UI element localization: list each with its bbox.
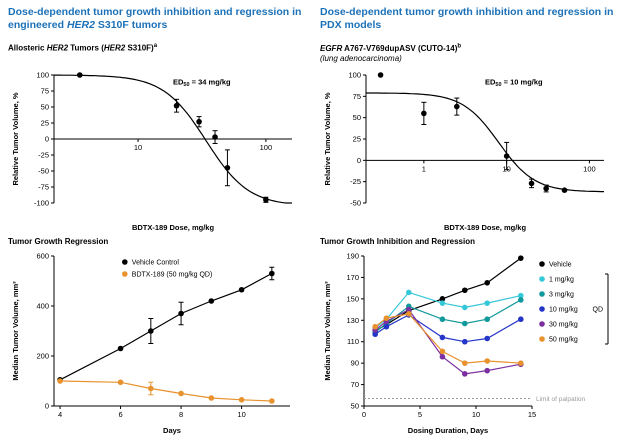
svg-text:Vehicle Control: Vehicle Control bbox=[132, 260, 180, 267]
right-heading: Dose-dependent tumor growth inhibition a… bbox=[320, 6, 614, 32]
svg-text:Limit of palpation: Limit of palpation bbox=[536, 396, 586, 403]
svg-text:50: 50 bbox=[351, 402, 359, 411]
svg-text:BDTX-189 Dose, mg/kg: BDTX-189 Dose, mg/kg bbox=[444, 223, 527, 232]
svg-text:ED50 = 34 mg/kg: ED50 = 34 mg/kg bbox=[173, 78, 231, 89]
svg-text:15: 15 bbox=[528, 410, 536, 419]
svg-text:Median Tumor Volume, mm³: Median Tumor Volume, mm³ bbox=[11, 281, 20, 381]
svg-text:150: 150 bbox=[346, 294, 359, 303]
svg-text:190: 190 bbox=[346, 252, 359, 261]
svg-text:5: 5 bbox=[418, 410, 422, 419]
left-subtitle-footnote-marker: a bbox=[153, 43, 158, 49]
svg-text:10 mg/kg: 10 mg/kg bbox=[549, 307, 578, 314]
svg-text:100: 100 bbox=[260, 143, 273, 152]
svg-text:1: 1 bbox=[422, 164, 426, 173]
svg-text:100: 100 bbox=[583, 164, 596, 173]
svg-text:0: 0 bbox=[45, 402, 49, 411]
svg-text:1 mg/kg: 1 mg/kg bbox=[549, 277, 574, 284]
svg-text:0: 0 bbox=[357, 156, 361, 165]
chart-tumor-growth-regression: 0 200 400 600 4 6 8 10 Days Median Tumor Volume, … bbox=[11, 252, 290, 435]
svg-text:Dosing Duration, Days: Dosing Duration, Days bbox=[408, 426, 488, 435]
left-column: Dose-dependent tumor growth inhibition a… bbox=[8, 6, 304, 436]
left-heading-post: S310F tumors bbox=[94, 19, 168, 32]
svg-text:110: 110 bbox=[347, 337, 359, 346]
svg-text:10: 10 bbox=[134, 143, 142, 152]
svg-text:-100: -100 bbox=[34, 199, 49, 208]
right-column: Dose-dependent tumor growth inhibition a… bbox=[320, 6, 624, 436]
svg-text:QD: QD bbox=[593, 307, 604, 314]
left-heading-pre: Dose-dependent tumor growth inhibition a… bbox=[8, 6, 302, 32]
svg-text:Vehicle: Vehicle bbox=[549, 262, 572, 269]
svg-text:Relative Tumor Volume, %: Relative Tumor Volume, % bbox=[323, 92, 332, 185]
svg-text:50: 50 bbox=[353, 113, 361, 122]
svg-text:25: 25 bbox=[41, 119, 49, 128]
svg-text:-50: -50 bbox=[350, 199, 361, 208]
left-subtitle: Allosteric HER2 Tumors (HER2 S310F)a bbox=[8, 43, 304, 65]
svg-text:10: 10 bbox=[237, 410, 245, 419]
svg-text:50 mg/kg: 50 mg/kg bbox=[549, 337, 578, 344]
svg-text:Median Tumor Volume, mm³: Median Tumor Volume, mm³ bbox=[323, 281, 332, 381]
svg-text:4: 4 bbox=[58, 410, 62, 419]
left-bottom-title: Tumor Growth Regression bbox=[8, 237, 109, 246]
svg-text:-50: -50 bbox=[38, 167, 49, 176]
left-subtitle-gene: HER2 bbox=[46, 43, 69, 53]
svg-text:-25: -25 bbox=[350, 177, 361, 186]
svg-text:6: 6 bbox=[118, 410, 122, 419]
svg-text:100: 100 bbox=[348, 71, 361, 80]
left-subtitle-text: Allosteric bbox=[8, 43, 47, 53]
right-subtitle-footnote-marker: b bbox=[457, 43, 462, 49]
svg-text:-25: -25 bbox=[38, 151, 49, 160]
svg-text:10: 10 bbox=[472, 410, 480, 419]
svg-text:600: 600 bbox=[36, 252, 49, 261]
svg-text:0: 0 bbox=[362, 410, 366, 419]
svg-text:3 mg/kg: 3 mg/kg bbox=[549, 292, 574, 299]
svg-text:90: 90 bbox=[351, 359, 359, 368]
svg-text:170: 170 bbox=[346, 273, 359, 282]
svg-text:75: 75 bbox=[353, 92, 361, 101]
svg-text:50: 50 bbox=[41, 103, 49, 112]
svg-text:8: 8 bbox=[179, 410, 183, 419]
right-subtitle: EGFR A767-V769dupASV (CUTO-14)b (lung ad… bbox=[320, 43, 624, 65]
svg-text:100: 100 bbox=[36, 71, 49, 80]
left-subtitle-gene2: HER2 bbox=[103, 43, 126, 53]
svg-text:0: 0 bbox=[45, 135, 49, 144]
right-subtitle-text: A767-V769dupASV (CUTO-14) bbox=[342, 43, 458, 53]
chart-her2-dose-response: -100 -75 -50 -25 0 25 50 75 100 10 100 BDTX-189 Dos… bbox=[11, 71, 292, 232]
svg-text:Days: Days bbox=[163, 426, 181, 435]
svg-text:BDTX-189 (50 mg/kg QD): BDTX-189 (50 mg/kg QD) bbox=[132, 272, 213, 279]
svg-text:130: 130 bbox=[346, 316, 359, 325]
svg-text:BDTX-189 Dose, mg/kg: BDTX-189 Dose, mg/kg bbox=[132, 223, 215, 232]
svg-text:70: 70 bbox=[351, 380, 359, 389]
left-subtitle-text2: Tumors ( bbox=[68, 43, 104, 53]
right-subtitle-line2: (lung adenocarcinoma) bbox=[320, 54, 402, 64]
svg-text:-75: -75 bbox=[38, 183, 49, 192]
svg-text:200: 200 bbox=[36, 352, 49, 361]
left-subtitle-text3: S310F) bbox=[125, 43, 154, 53]
svg-text:Relative Tumor Volume, %: Relative Tumor Volume, % bbox=[11, 92, 20, 185]
svg-text:30 mg/kg: 30 mg/kg bbox=[549, 322, 578, 329]
right-bottom-title: Tumor Growth Inhibition and Regression bbox=[320, 237, 475, 246]
svg-text:ED50 = 10 mg/kg: ED50 = 10 mg/kg bbox=[485, 78, 543, 89]
left-heading-gene: HER2 bbox=[66, 19, 95, 32]
right-subtitle-gene: EGFR bbox=[320, 43, 343, 53]
svg-text:75: 75 bbox=[41, 87, 49, 96]
svg-text:400: 400 bbox=[36, 302, 49, 311]
svg-text:25: 25 bbox=[353, 135, 361, 144]
chart-tumor-growth-inhibition: 50 70 90 110 130 150 170 190 0 5 10 15 Dosing Durati… bbox=[323, 252, 609, 435]
left-heading: Dose-dependent tumor growth inhibition a… bbox=[8, 6, 304, 34]
